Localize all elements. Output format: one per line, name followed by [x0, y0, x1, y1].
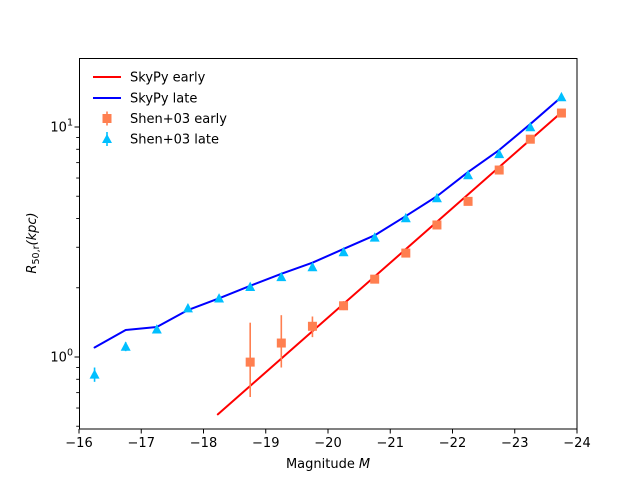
y-axis-minor-ticks — [76, 137, 79, 427]
x-tick-label: −16 — [65, 436, 92, 451]
square-marker — [339, 301, 349, 311]
x-tick-label: −18 — [190, 436, 217, 451]
shen-03-early-points — [245, 108, 566, 398]
legend-label: SkyPy late — [130, 92, 197, 107]
y-axis-major-ticks — [74, 126, 79, 358]
triangle-marker — [369, 232, 380, 242]
triangle-marker — [89, 369, 100, 379]
legend-entry-skypy-early: SkyPy early — [93, 71, 206, 86]
skypy-late-line — [93, 96, 563, 349]
x-tick-label: −17 — [128, 436, 155, 451]
square-marker — [276, 338, 286, 348]
square-marker — [432, 220, 442, 230]
legend-entry-shen03-early: Shen+03 early — [102, 111, 227, 127]
x-tick-label: −19 — [252, 436, 279, 451]
x-tick-label: −21 — [377, 436, 404, 451]
y-tick-label-1: 100 — [50, 348, 73, 366]
x-axis-ticks: −16 −17 −18 −19 −20 −21 −22 −23 −24 — [65, 429, 591, 451]
legend-label: Shen+03 early — [130, 112, 227, 127]
square-marker — [556, 108, 566, 118]
square-marker — [245, 357, 255, 367]
x-tick-label: −24 — [563, 436, 590, 451]
legend-entry-skypy-late: SkyPy late — [93, 92, 197, 107]
triangle-marker — [276, 271, 287, 282]
legend-label: SkyPy early — [130, 71, 206, 86]
shen-03-late-points — [89, 91, 567, 382]
y-axis-label: R50,r(kpc) — [25, 212, 42, 273]
square-marker — [370, 274, 380, 284]
x-tick-label: −23 — [501, 436, 528, 451]
x-tick-label: −20 — [314, 436, 341, 451]
triangle-marker — [431, 192, 442, 203]
skypy-early-line — [216, 110, 564, 416]
triangle-marker — [245, 281, 256, 291]
legend: SkyPy early SkyPy late Shen+03 early She… — [93, 71, 227, 148]
triangle-marker — [463, 169, 474, 180]
legend-label: Shen+03 late — [130, 133, 219, 148]
triangle-marker — [400, 212, 411, 223]
square-marker — [525, 134, 535, 144]
triangle-marker — [494, 148, 505, 159]
legend-entry-shen03-late: Shen+03 late — [102, 132, 219, 148]
triangle-marker — [338, 246, 349, 257]
y-tick-label-10: 101 — [50, 118, 73, 136]
square-marker — [463, 196, 473, 206]
triangle-marker — [556, 91, 567, 102]
x-axis-label: Magnitude M — [286, 457, 370, 472]
x-tick-label: −22 — [439, 436, 466, 451]
triangle-marker — [182, 302, 193, 313]
square-marker — [307, 321, 317, 331]
triangle-marker — [151, 324, 162, 334]
legend-triangle-marker — [102, 134, 112, 143]
triangle-marker — [525, 121, 536, 132]
triangle-marker — [307, 261, 318, 272]
legend-square-marker — [102, 114, 112, 123]
triangle-marker — [214, 293, 225, 303]
triangle-marker — [120, 341, 131, 351]
square-marker — [401, 248, 411, 258]
square-marker — [494, 165, 504, 175]
plot-series — [89, 91, 567, 416]
